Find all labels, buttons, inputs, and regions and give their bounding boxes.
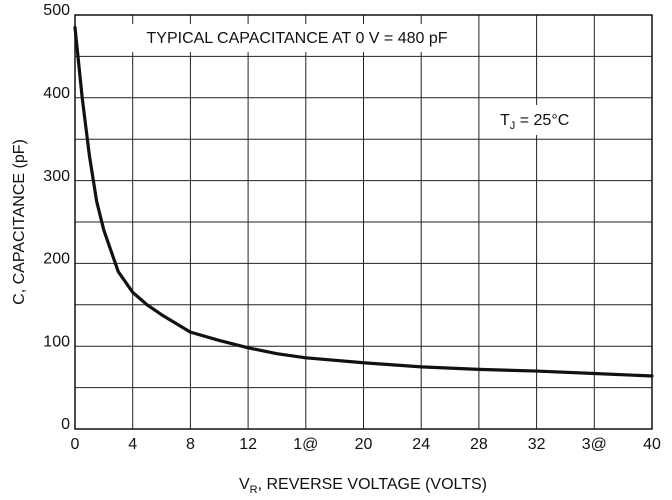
x-tick-label: 4 (128, 436, 137, 453)
x-tick-label: 3@ (582, 436, 607, 453)
x-tick-label: 28 (470, 436, 488, 453)
x-tick-label: 12 (239, 436, 257, 453)
condition: TJ = 25°C (500, 112, 569, 132)
x-label-sub: R (250, 484, 258, 496)
x-tick-label: 1@ (293, 436, 318, 453)
annotation-box (116, 24, 478, 52)
x-tick-label: 0 (71, 436, 80, 453)
condition-sub: J (510, 120, 516, 132)
y-tick-label: 100 (43, 333, 70, 350)
x-axis-label: VR, REVERSE VOLTAGE (VOLTS) (239, 476, 487, 496)
curve (73, 25, 654, 378)
x-tick-label: 24 (412, 436, 430, 453)
x-tick-label: 8 (186, 436, 195, 453)
x-label-rest: , REVERSE VOLTAGE (VOLTS) (258, 476, 487, 493)
x-tick-label: 20 (355, 436, 373, 453)
x-tick-label: 32 (528, 436, 546, 453)
x-tick-label: 40 (643, 436, 661, 453)
y-tick-label: 500 (43, 2, 70, 19)
grid (74, 14, 653, 430)
condition-box (496, 105, 592, 135)
condition-rest: = 25°C (515, 112, 569, 129)
y-tick-label: 400 (43, 85, 70, 102)
y-tick-label: 300 (43, 168, 70, 185)
condition-main: T (500, 112, 510, 129)
y-tick-label: 200 (43, 251, 70, 268)
y-axis-label: C, CAPACITANCE (pF) (11, 139, 28, 305)
x-label-main: V (239, 476, 250, 493)
y-tick-label: 0 (61, 416, 70, 433)
annotation: TYPICAL CAPACITANCE AT 0 V = 480 pF (147, 30, 448, 47)
plot-frame (74, 14, 653, 430)
